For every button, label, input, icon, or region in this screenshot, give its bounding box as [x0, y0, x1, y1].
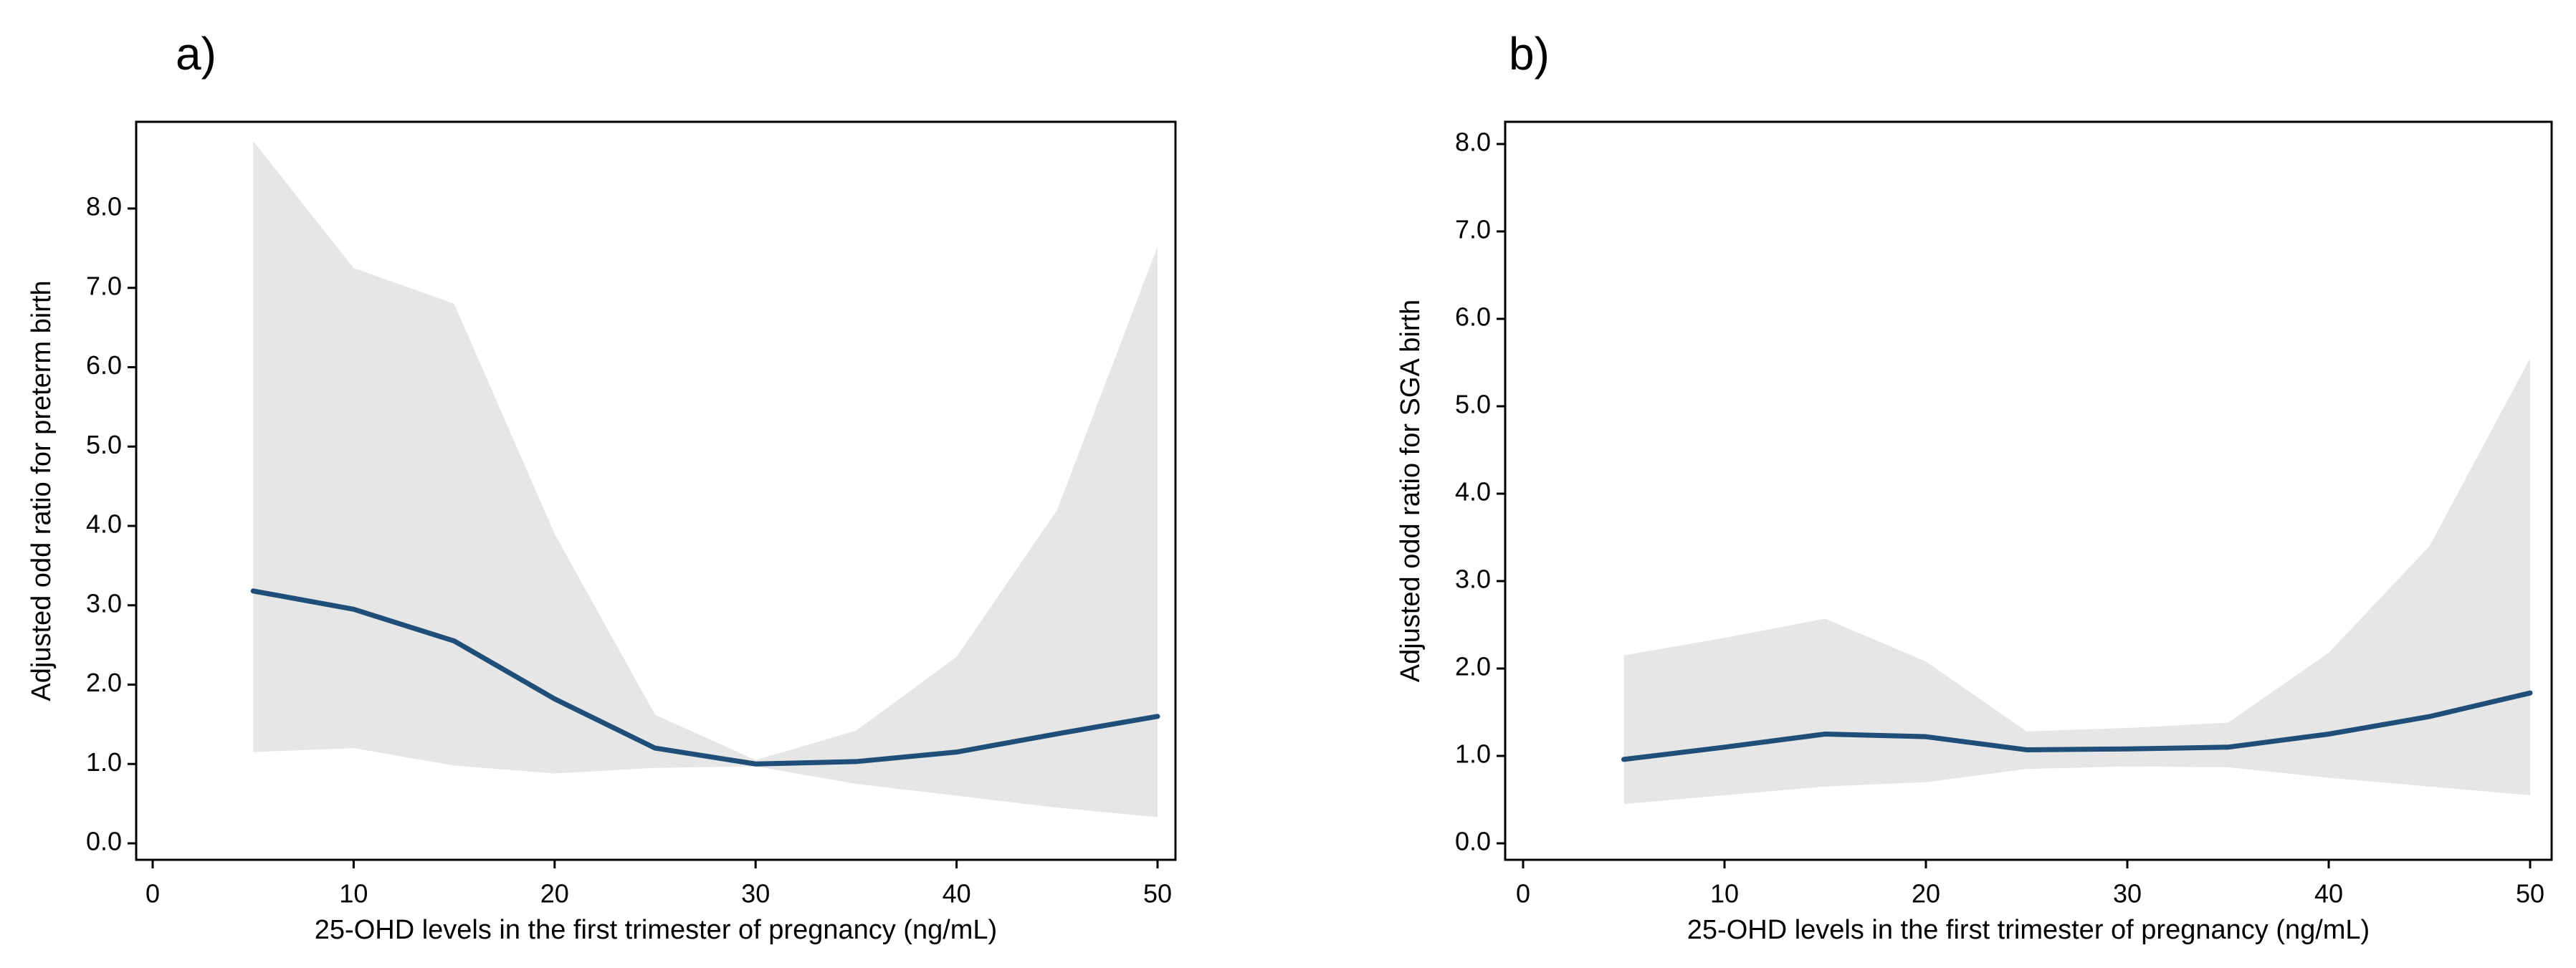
panel-a-confidence-band	[253, 140, 1158, 818]
panel-a-y-tick-label: 6.0	[86, 350, 122, 380]
panel-a-x-tick-label: 40	[943, 879, 971, 909]
panel-b-x-tick-label: 50	[2516, 879, 2544, 909]
panel-a-y-tick-label: 5.0	[86, 430, 122, 459]
panel-b-plot-frame	[1504, 120, 2553, 861]
panel-a-y-tick-label: 0.0	[86, 827, 122, 856]
panel-a-y-tick-label: 1.0	[86, 747, 122, 777]
panel-b-y-tick-label: 6.0	[1455, 302, 1491, 332]
panel-b-y-tick-label: 8.0	[1455, 128, 1491, 157]
panel-b-x-axis-title: 25-OHD levels in the first trimester of …	[1687, 915, 2370, 945]
panel-a-x-axis-title: 25-OHD levels in the first trimester of …	[315, 915, 997, 945]
panel-b-y-tick-label: 2.0	[1455, 652, 1491, 681]
panel-b-y-tick-label: 0.0	[1455, 827, 1491, 856]
panel-a-x-tick-label: 0	[146, 879, 160, 909]
panel-a-x-tick-label: 30	[741, 879, 770, 909]
panel-a-y-tick-label: 3.0	[86, 588, 122, 618]
panel-b-x-tick-label: 40	[2314, 879, 2343, 909]
panel-b-confidence-band	[1623, 358, 2530, 805]
panel-b-label: b)	[1509, 28, 1550, 80]
panel-a-y-axis-title: Adjusted odd ratio for preterm birth	[27, 280, 57, 701]
panel-a-y-tick-label: 8.0	[86, 192, 122, 221]
panel-a-x-tick-label: 20	[540, 879, 569, 909]
panel-b-y-tick-label: 4.0	[1455, 477, 1491, 507]
panel-a-series-line	[250, 588, 1160, 767]
panel-a-plot-frame	[135, 120, 1177, 861]
panel-b-x-tick-label: 0	[1516, 879, 1530, 909]
panel-a-label: a)	[176, 28, 216, 80]
panel-a-y-tick-label: 2.0	[86, 668, 122, 697]
panel-a-y-tick-label: 7.0	[86, 271, 122, 300]
panel-a-x-tick-label: 50	[1143, 879, 1172, 909]
panel-b-series-line	[1621, 690, 2533, 762]
panel-b-y-tick-label: 7.0	[1455, 215, 1491, 244]
panel-b-x-tick-label: 10	[1710, 879, 1739, 909]
panel-a-x-tick-label: 10	[339, 879, 368, 909]
panel-a-y-tick-label: 4.0	[86, 509, 122, 539]
panel-b-y-tick-label: 3.0	[1455, 565, 1491, 594]
panel-b-x-tick-label: 30	[2113, 879, 2142, 909]
panel-b-y-tick-label: 5.0	[1455, 390, 1491, 419]
panel-b-x-tick-label: 20	[1912, 879, 1940, 909]
panel-b-y-tick-label: 1.0	[1455, 739, 1491, 769]
panel-b-y-axis-title: Adjusted odd ratio for SGA birth	[1396, 299, 1426, 682]
